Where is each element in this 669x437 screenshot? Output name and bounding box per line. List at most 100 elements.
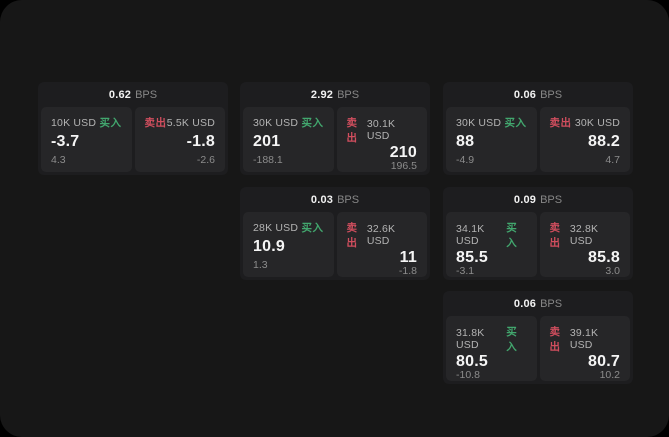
bps-value: 0.09	[513, 193, 537, 206]
sell-amount-label: 39.1K USD	[569, 327, 599, 351]
buy-tile-header: 30K USD 买入	[253, 115, 324, 130]
quote-panels: 34.1K USD 买入 85.5 -3.1 卖出 32.8K USD 85.8…	[446, 212, 630, 277]
bps-unit-label: BPS	[337, 88, 360, 101]
buy-amount-label: 28K USD	[253, 221, 299, 234]
sell-change-value: 196.5	[390, 160, 417, 172]
sell-amount-label: 30K USD	[574, 116, 620, 129]
sell-amount-label: 32.6K USD	[366, 223, 396, 247]
buy-quote-tile[interactable]: 28K USD 买入 10.9 1.3	[243, 212, 334, 277]
buy-side-tag: 买入	[506, 326, 518, 353]
sell-quote-value: 80.7	[588, 353, 620, 370]
sell-quote-tile[interactable]: 卖出 30K USD 88.2 4.7	[539, 107, 630, 172]
sell-tile-header: 卖出 30K USD	[550, 115, 621, 130]
sell-change-value: 4.7	[605, 153, 620, 166]
buy-change-value: -3.1	[456, 265, 475, 277]
sell-change-value: -2.6	[196, 153, 215, 166]
buy-quote-tile[interactable]: 30K USD 买入 88 -4.9	[446, 107, 537, 172]
buy-side-tag: 买入	[506, 222, 518, 249]
sell-side-tag: 卖出	[549, 222, 561, 249]
bps-unit-label: BPS	[135, 88, 158, 101]
buy-quote-value: 80.5	[456, 353, 488, 370]
sell-quote-tile[interactable]: 卖出 30.1K USD 210 196.5	[336, 107, 427, 172]
buy-quote-value: 88	[456, 133, 475, 151]
sell-tile-header: 卖出 32.6K USD	[347, 220, 418, 250]
buy-change-value: -10.8	[456, 369, 480, 381]
bps-unit-label: BPS	[540, 297, 563, 310]
buy-side-tag: 买入	[301, 117, 324, 129]
quote-panels: 28K USD 买入 10.9 1.3 卖出 32.6K USD 11 -1.8	[243, 212, 427, 277]
bps-spread-header: 0.62 BPS	[41, 82, 225, 107]
quote-panels: 31.8K USD 买入 80.5 -10.8 卖出 39.1K USD 80.…	[446, 316, 630, 381]
buy-tile-header: 28K USD 买入	[253, 220, 324, 235]
sell-change-value: 10.2	[599, 369, 620, 381]
buy-tile-header: 31.8K USD 买入	[456, 324, 527, 354]
sell-quote-value: 88.2	[588, 133, 620, 151]
buy-amount-label: 10K USD	[51, 116, 97, 129]
buy-tile-header: 34.1K USD 买入	[456, 220, 527, 250]
sell-tile-header: 卖出 30.1K USD	[347, 115, 418, 145]
buy-change-value: 4.3	[51, 153, 66, 166]
bps-value: 0.06	[513, 297, 537, 310]
sell-side-tag: 卖出	[144, 117, 167, 129]
bps-value: 0.62	[108, 88, 132, 101]
sell-quote-tile[interactable]: 卖出 32.8K USD 85.8 3.0	[539, 212, 630, 277]
sell-quote-tile[interactable]: 卖出 32.6K USD 11 -1.8	[336, 212, 427, 277]
quote-panels: 30K USD 买入 201 -188.1 卖出 30.1K USD 210 1…	[243, 107, 427, 172]
sell-quote-value: -1.8	[186, 133, 215, 151]
buy-side-tag: 买入	[99, 117, 122, 129]
buy-quote-value: -3.7	[51, 133, 80, 151]
sell-side-tag: 卖出	[549, 117, 572, 129]
buy-change-value: -4.9	[456, 153, 475, 166]
buy-quote-tile[interactable]: 34.1K USD 买入 85.5 -3.1	[446, 212, 537, 277]
buy-tile-header: 10K USD 买入	[51, 115, 122, 130]
sell-side-tag: 卖出	[549, 326, 561, 353]
quote-panels: 30K USD 买入 88 -4.9 卖出 30K USD 88.2 4.7	[446, 107, 630, 172]
buy-quote-value: 10.9	[253, 238, 285, 256]
sell-amount-label: 30.1K USD	[366, 118, 396, 142]
buy-amount-label: 31.8K USD	[456, 327, 485, 351]
quote-card: 2.92 BPS 30K USD 买入 201 -188.1 卖出 30.1K …	[240, 82, 430, 175]
sell-side-tag: 卖出	[346, 222, 358, 249]
buy-change-value: -188.1	[253, 153, 283, 166]
bps-spread-header: 0.06 BPS	[446, 291, 630, 316]
bps-value: 2.92	[310, 88, 334, 101]
buy-amount-label: 30K USD	[456, 116, 502, 129]
buy-quote-value: 201	[253, 133, 281, 151]
buy-quote-tile[interactable]: 30K USD 买入 201 -188.1	[243, 107, 334, 172]
bps-unit-label: BPS	[540, 193, 563, 206]
bps-spread-header: 2.92 BPS	[243, 82, 427, 107]
bps-value: 0.06	[513, 88, 537, 101]
bps-unit-label: BPS	[337, 193, 360, 206]
buy-quote-tile[interactable]: 10K USD 买入 -3.7 4.3	[41, 107, 132, 172]
quote-panels: 10K USD 买入 -3.7 4.3 卖出 5.5K USD -1.8 -2.…	[41, 107, 225, 172]
bps-spread-header: 0.03 BPS	[243, 187, 427, 212]
buy-amount-label: 30K USD	[253, 116, 299, 129]
sell-quote-value: 11	[399, 249, 417, 266]
sell-quote-value: 85.8	[588, 249, 620, 266]
buy-quote-value: 85.5	[456, 249, 488, 266]
quote-card: 0.03 BPS 28K USD 买入 10.9 1.3 卖出 32.6K US…	[240, 187, 430, 280]
buy-tile-header: 30K USD 买入	[456, 115, 527, 130]
sell-change-value: -1.8	[398, 265, 417, 277]
buy-side-tag: 买入	[301, 222, 324, 234]
quote-card: 0.09 BPS 34.1K USD 买入 85.5 -3.1 卖出 32.8K…	[443, 187, 633, 280]
sell-tile-header: 卖出 32.8K USD	[550, 220, 621, 250]
sell-amount-label: 5.5K USD	[166, 116, 215, 129]
sell-tile-header: 卖出 39.1K USD	[550, 324, 621, 354]
sell-side-tag: 卖出	[346, 117, 358, 144]
bps-unit-label: BPS	[540, 88, 563, 101]
buy-side-tag: 买入	[504, 117, 527, 129]
bps-spread-header: 0.06 BPS	[446, 82, 630, 107]
bps-spread-header: 0.09 BPS	[446, 187, 630, 212]
sell-quote-tile[interactable]: 卖出 5.5K USD -1.8 -2.6	[134, 107, 225, 172]
quote-card: 0.62 BPS 10K USD 买入 -3.7 4.3 卖出 5.5K USD…	[38, 82, 228, 175]
bps-value: 0.03	[310, 193, 334, 206]
quote-card: 0.06 BPS 31.8K USD 买入 80.5 -10.8 卖出 39.1…	[443, 291, 633, 384]
sell-quote-tile[interactable]: 卖出 39.1K USD 80.7 10.2	[539, 316, 630, 381]
sell-change-value: 3.0	[605, 265, 620, 277]
sell-amount-label: 32.8K USD	[569, 223, 599, 247]
buy-amount-label: 34.1K USD	[456, 223, 485, 247]
buy-change-value: 1.3	[253, 258, 268, 271]
buy-quote-tile[interactable]: 31.8K USD 买入 80.5 -10.8	[446, 316, 537, 381]
